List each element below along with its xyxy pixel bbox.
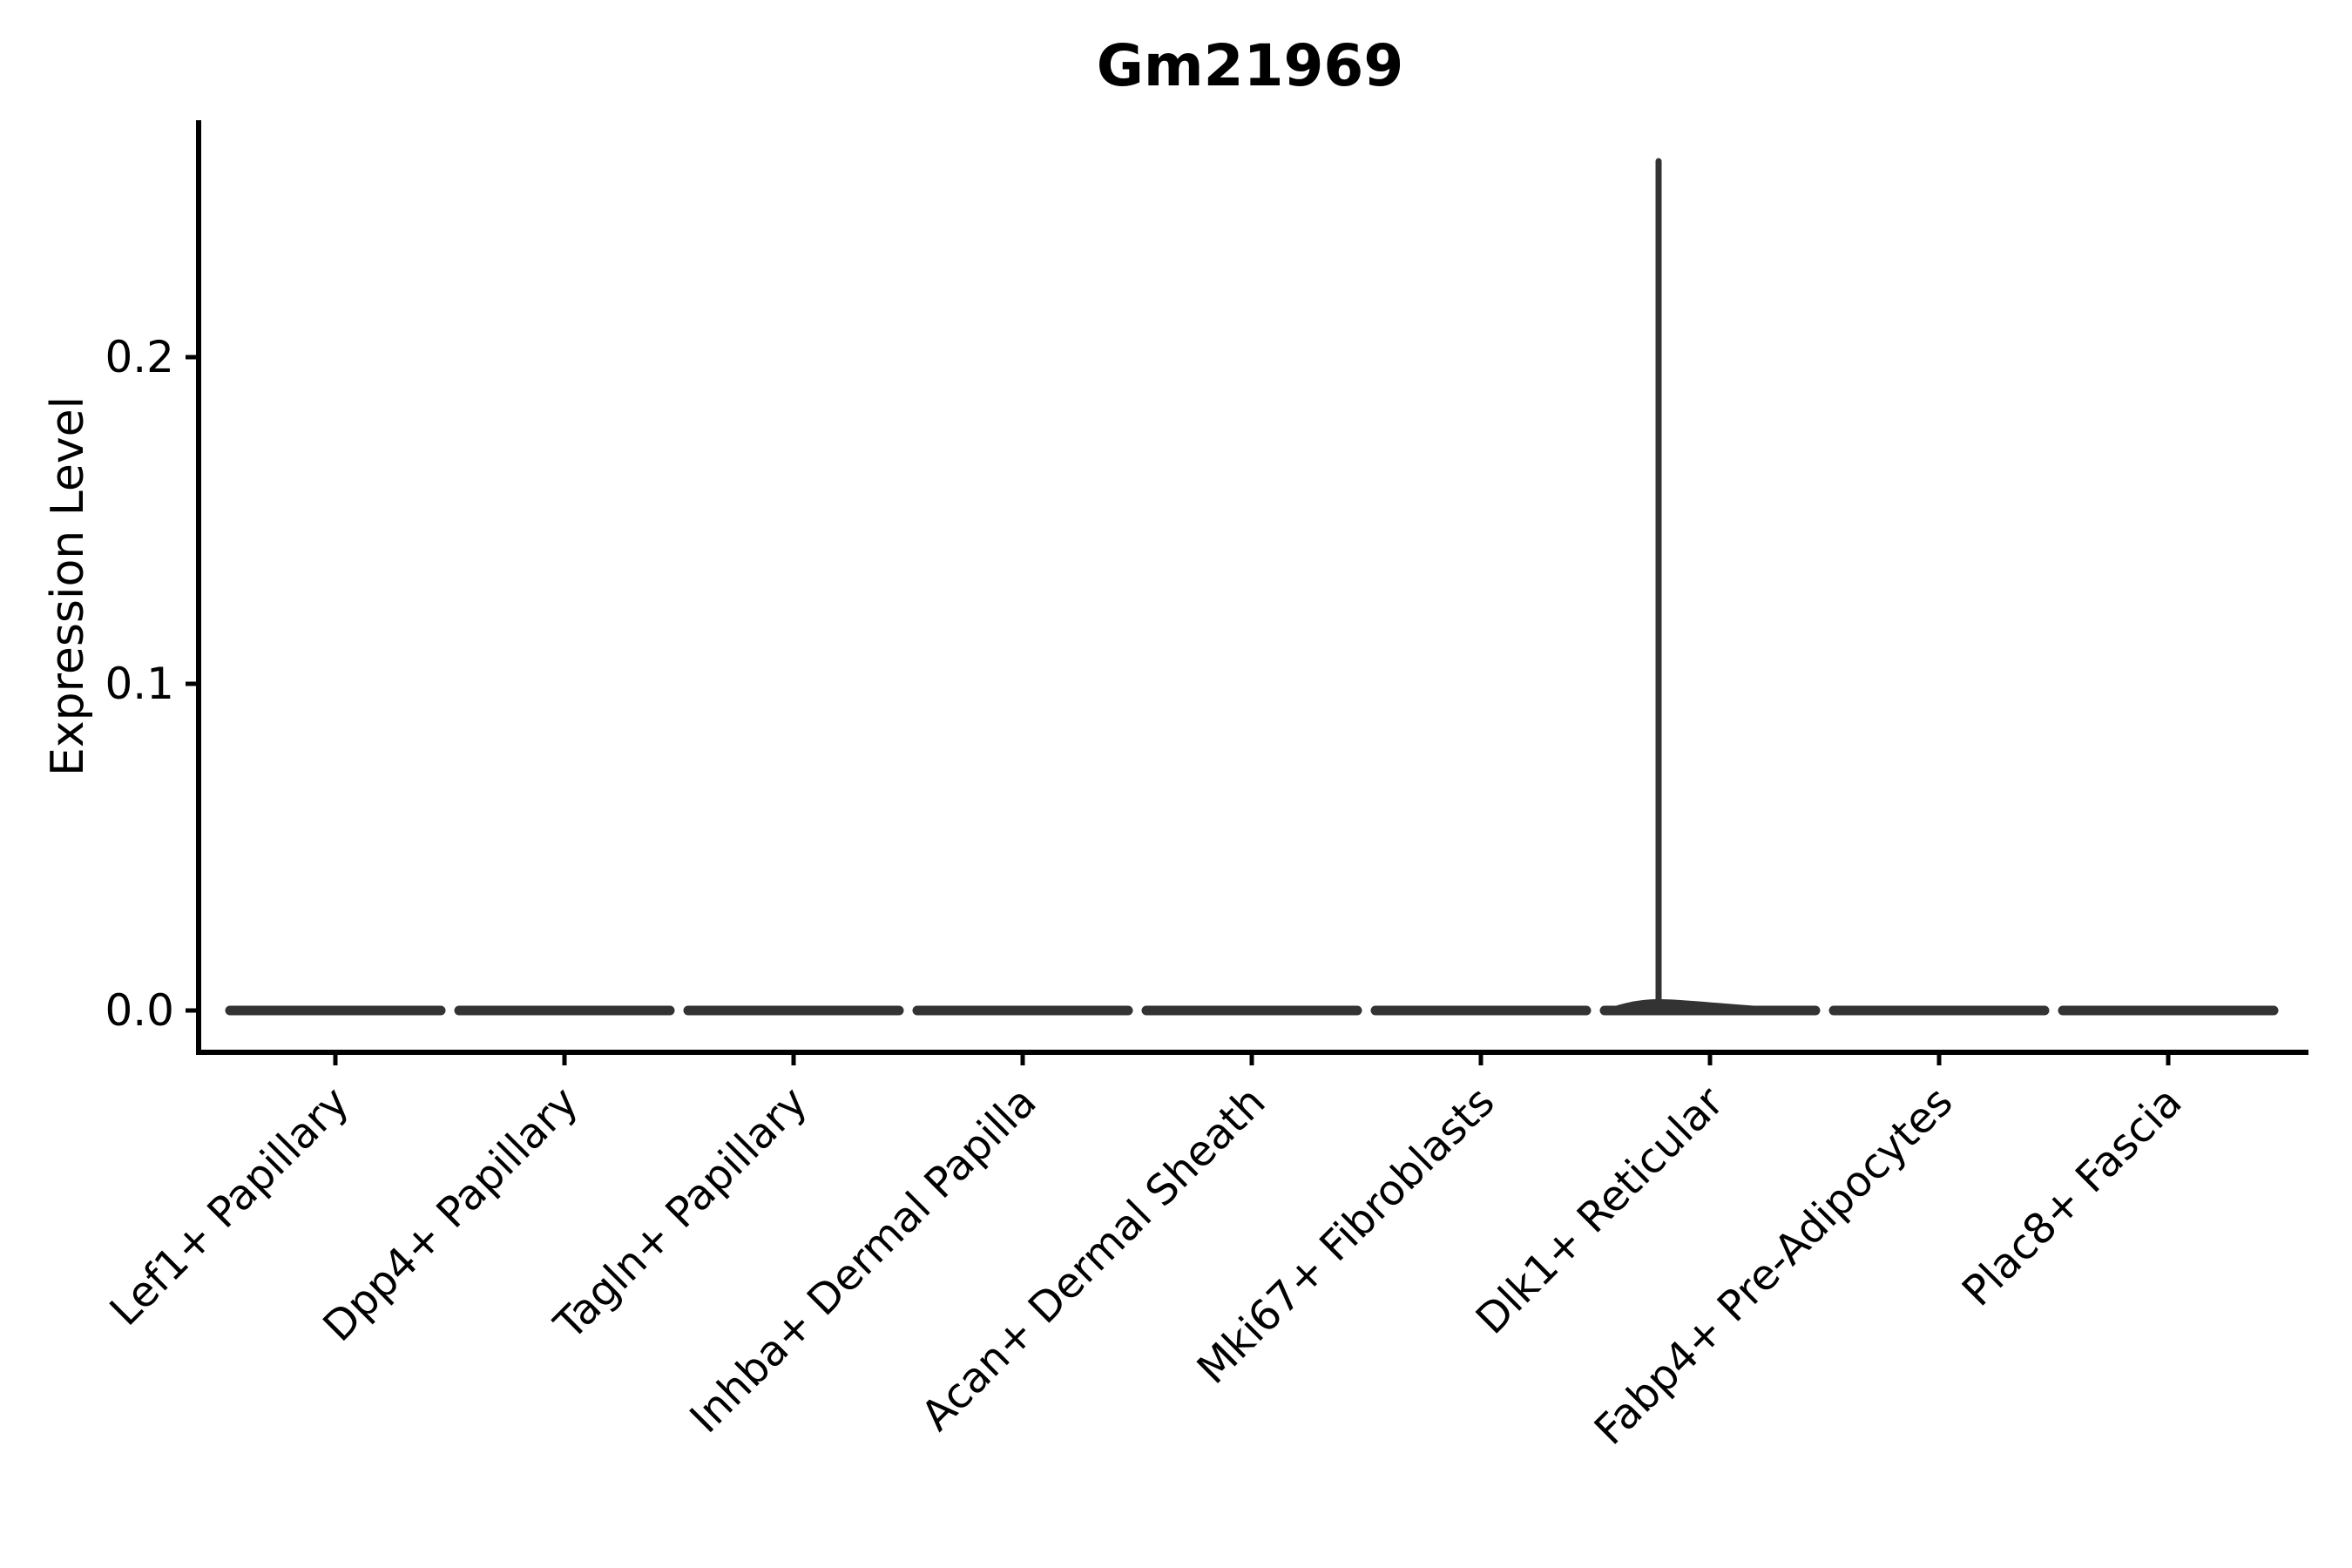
x-tick-label: Tagln+ Papillary bbox=[544, 1078, 816, 1349]
y-tick-label: 0.1 bbox=[105, 659, 174, 709]
violin bbox=[1599, 158, 1821, 1016]
axes-spines bbox=[196, 120, 2308, 1055]
violin-flare bbox=[1607, 999, 1772, 1012]
y-axis: 0.0 0.1 0.2 bbox=[105, 332, 199, 1036]
x-tick-label: Plac8+ Fascia bbox=[1953, 1078, 2192, 1316]
x-tick-label: Lef1+ Papillary bbox=[101, 1078, 359, 1335]
y-axis-label: Expression Level bbox=[42, 396, 94, 776]
y-tick-label: 0.2 bbox=[105, 332, 174, 382]
chart-title: Gm21969 bbox=[1097, 32, 1404, 99]
y-tick-label: 0.0 bbox=[105, 985, 174, 1036]
x-tick-label: Dpp4+ Papillary bbox=[314, 1078, 587, 1351]
violins-group bbox=[225, 158, 2279, 1016]
x-tick-label: Dlk1+ Reticular bbox=[1467, 1078, 1734, 1344]
